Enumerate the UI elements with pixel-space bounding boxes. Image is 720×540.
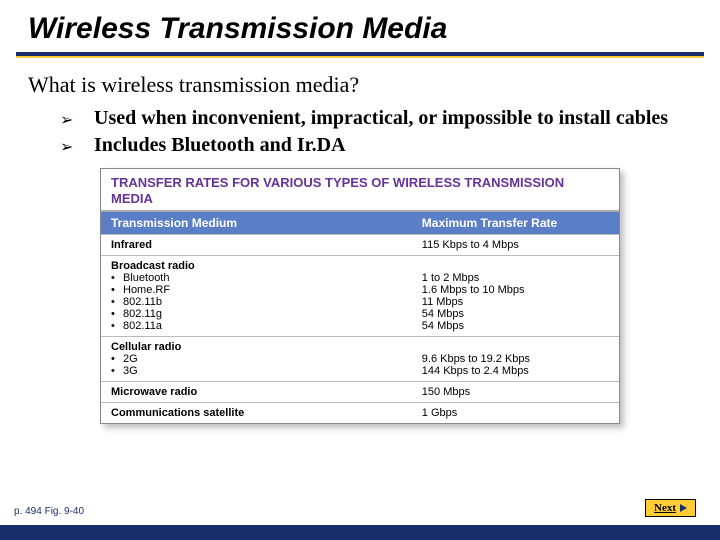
page-reference: p. 494 Fig. 9-40: [14, 506, 84, 517]
sub-medium: Bluetooth: [123, 272, 169, 284]
sub-medium: 3G: [123, 365, 138, 377]
rate-value: 54 Mbps: [422, 308, 609, 320]
bullet-text: Used when inconvenient, impractical, or …: [94, 106, 668, 131]
rate-value: 11 Mbps: [422, 296, 609, 308]
rate-value: 144 Kbps to 2.4 Mbps: [422, 365, 609, 377]
bullet-list: ➢ Used when inconvenient, impractical, o…: [0, 98, 720, 158]
medium-name: Infrared: [111, 239, 402, 251]
rate-value: 1 Gbps: [422, 407, 609, 419]
table-row: Infrared 115 Kbps to 4 Mbps: [101, 234, 619, 255]
rate-value: 150 Mbps: [422, 386, 609, 398]
bullet-marker-icon: ➢: [60, 106, 94, 130]
bullet-marker-icon: ➢: [60, 133, 94, 157]
next-label: Next: [654, 502, 676, 514]
medium-name: Cellular radio: [111, 341, 402, 353]
bullet-item: ➢ Used when inconvenient, impractical, o…: [60, 106, 690, 131]
rate-value: 1 to 2 Mbps: [422, 272, 609, 284]
medium-name: Broadcast radio: [111, 260, 402, 272]
subtitle: What is wireless transmission media?: [0, 58, 720, 98]
sub-medium: Home.RF: [123, 284, 170, 296]
rate-value: 1.6 Mbps to 10 Mbps: [422, 284, 609, 296]
medium-name: Communications satellite: [111, 407, 402, 419]
table-row: Cellular radio •2G •3G 9.6 Kbps to 19.2 …: [101, 336, 619, 381]
table-caption: TRANSFER RATES FOR VARIOUS TYPES OF WIRE…: [101, 169, 619, 212]
rate-value: 115 Kbps to 4 Mbps: [422, 239, 609, 251]
bullet-text: Includes Bluetooth and Ir.DA: [94, 133, 346, 158]
column-header: Transmission Medium: [101, 212, 412, 234]
table-header-row: Transmission Medium Maximum Transfer Rat…: [101, 212, 619, 234]
table-row: Microwave radio 150 Mbps: [101, 381, 619, 402]
rate-value: 9.6 Kbps to 19.2 Kbps: [422, 353, 609, 365]
bullet-item: ➢ Includes Bluetooth and Ir.DA: [60, 133, 690, 158]
rate-value: 54 Mbps: [422, 320, 609, 332]
table-row: Broadcast radio •Bluetooth •Home.RF •802…: [101, 255, 619, 336]
slide: Wireless Transmission Media What is wire…: [0, 0, 720, 525]
sub-medium: 2G: [123, 353, 138, 365]
arrow-right-icon: [680, 504, 687, 512]
sub-medium: 802.11g: [123, 308, 162, 320]
table-row: Communications satellite 1 Gbps: [101, 402, 619, 423]
sub-medium: 802.11b: [123, 296, 162, 308]
rates-table: TRANSFER RATES FOR VARIOUS TYPES OF WIRE…: [100, 168, 620, 424]
page-title: Wireless Transmission Media: [0, 0, 720, 46]
column-header: Maximum Transfer Rate: [412, 212, 619, 234]
next-button[interactable]: Next: [645, 499, 696, 517]
medium-name: Microwave radio: [111, 386, 402, 398]
sub-medium: 802.11a: [123, 320, 162, 332]
